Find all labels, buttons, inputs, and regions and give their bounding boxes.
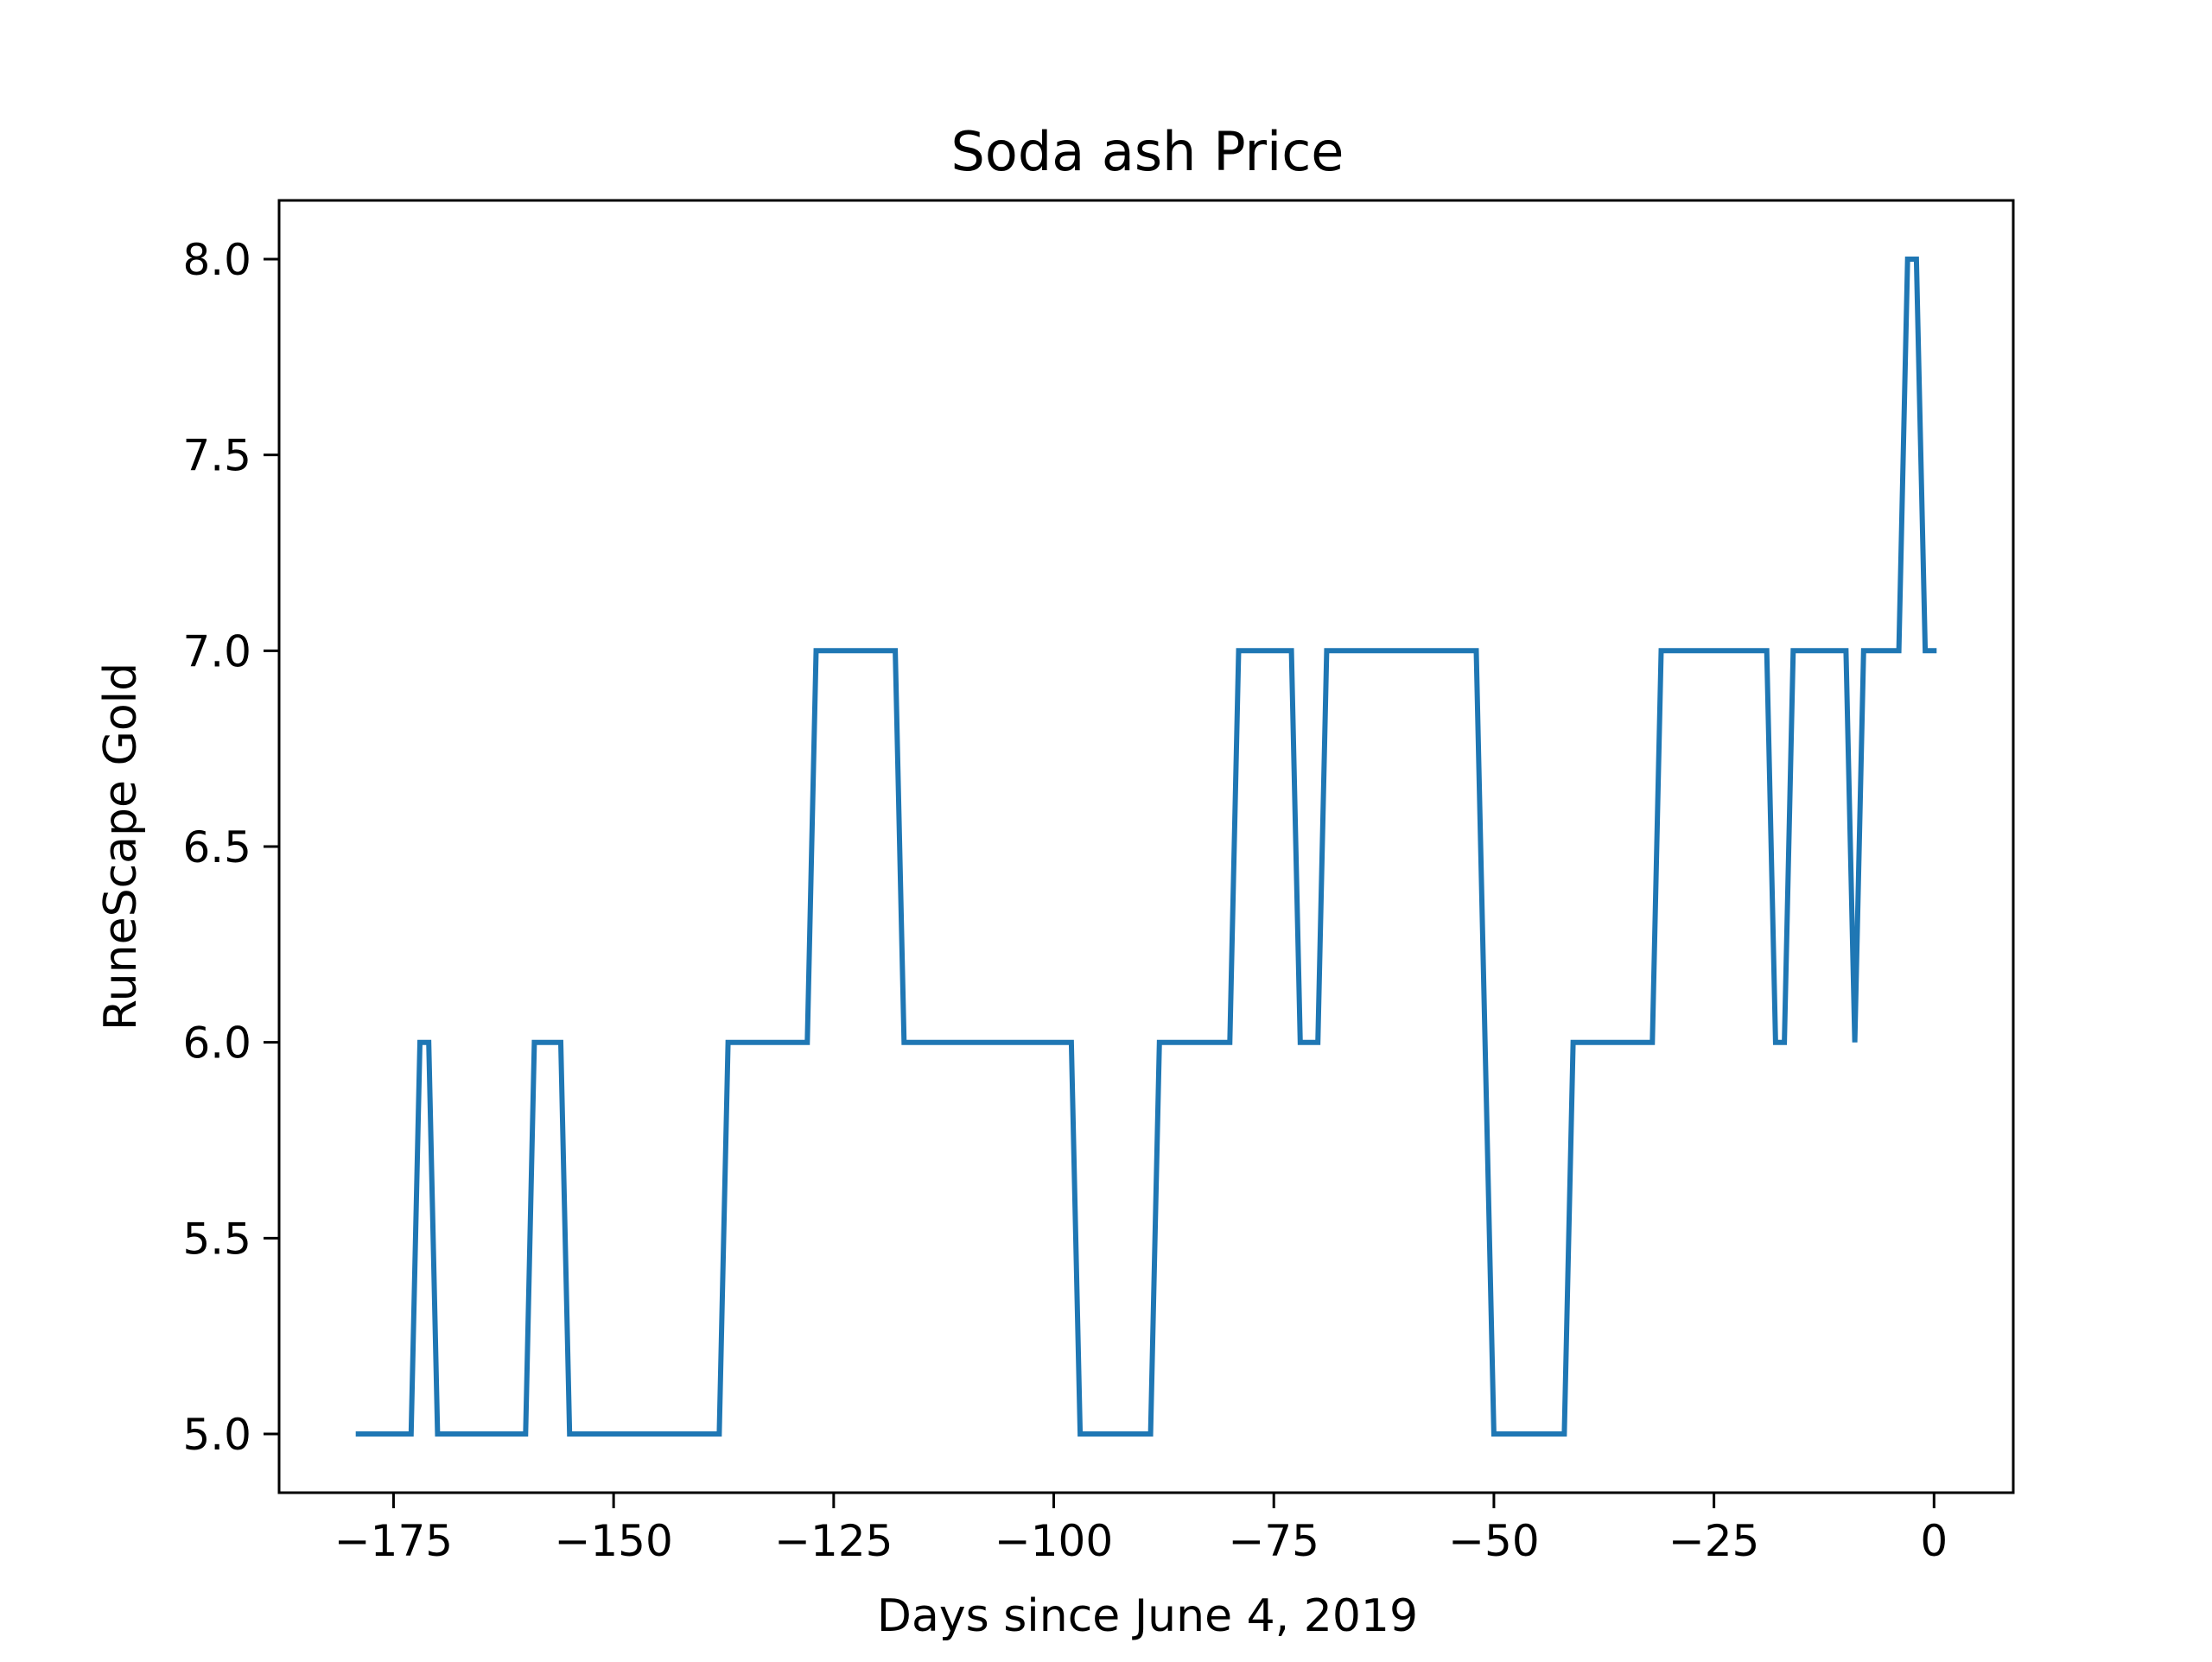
y-tick-label: 7.0 xyxy=(182,626,251,676)
chart-title: Soda ash Price xyxy=(951,120,1344,183)
x-tick-label: −75 xyxy=(1228,1516,1319,1566)
y-tick-label: 8.0 xyxy=(182,235,251,285)
y-tick-label: 5.5 xyxy=(182,1214,251,1264)
x-axis: −175 −150 −125 −100 −75 −50 −25 0 xyxy=(334,1493,1948,1566)
x-tick-label: −175 xyxy=(334,1516,453,1566)
x-tick-label: −100 xyxy=(995,1516,1113,1566)
x-tick-label: −125 xyxy=(774,1516,893,1566)
axes-frame xyxy=(277,199,2015,1494)
y-tick-label: 6.0 xyxy=(182,1018,251,1069)
x-tick-label: 0 xyxy=(1920,1516,1948,1566)
y-axis: 5.0 5.5 6.0 6.5 7.0 7.5 8.0 xyxy=(182,235,279,1460)
series-line-0 xyxy=(355,257,1937,1437)
y-axis-label: RuneScape Gold xyxy=(95,663,147,1031)
x-tick-label: −150 xyxy=(554,1516,672,1566)
x-tick-label: −50 xyxy=(1448,1516,1540,1566)
y-tick-label: 5.0 xyxy=(182,1410,251,1460)
y-tick-label: 6.5 xyxy=(182,822,251,872)
y-tick-label: 7.5 xyxy=(182,431,251,481)
x-tick-label: −25 xyxy=(1669,1516,1760,1566)
x-axis-label: Days since June 4, 2019 xyxy=(877,1590,1418,1642)
plot-area xyxy=(355,257,1937,1437)
